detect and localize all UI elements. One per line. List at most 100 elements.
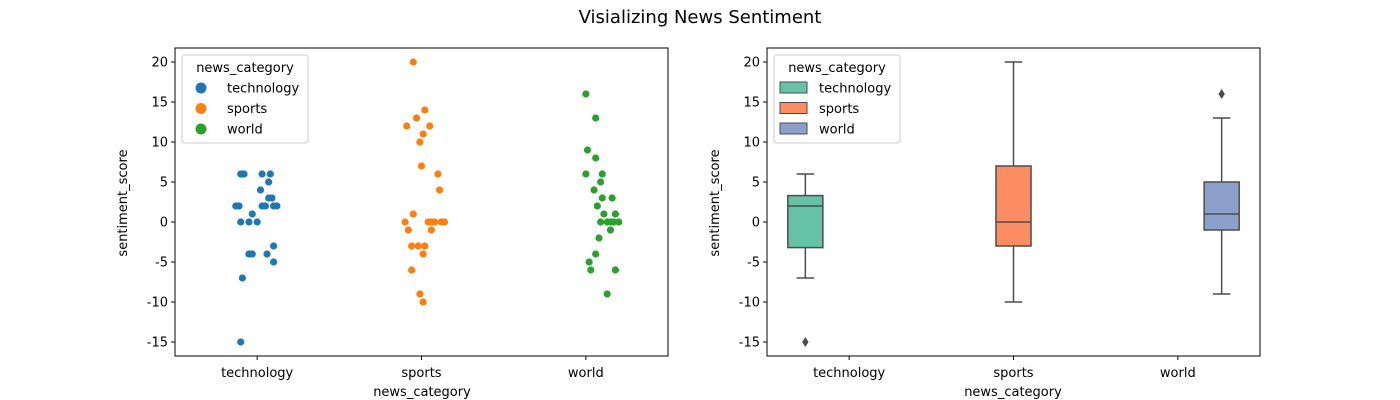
y-tick-label: 20 <box>743 56 760 71</box>
strip-point-technology <box>237 218 245 226</box>
box-ylabel: sentiment_score <box>708 149 723 256</box>
strip-point-world <box>592 250 600 258</box>
strip-point-world <box>592 154 600 162</box>
strip-point-world <box>598 194 606 202</box>
legend-label: sports <box>819 102 859 117</box>
legend-title: news_category <box>788 61 886 76</box>
strip-point-sports <box>412 114 421 122</box>
strip-point-sports <box>419 298 427 306</box>
strip-point-sports <box>427 226 435 234</box>
strip-point-world <box>598 170 606 178</box>
legend-label: world <box>227 123 263 138</box>
x-tick-label: world <box>1160 366 1196 381</box>
strip-point-world <box>597 218 605 226</box>
strip-point-world <box>611 266 620 274</box>
legend-box <box>773 54 901 144</box>
legend-marker <box>195 123 207 135</box>
figure-title: Visializing News Sentiment <box>579 7 822 28</box>
strip-point-world <box>593 202 601 210</box>
strip-xlabel: news_category <box>373 385 471 400</box>
legend-swatch <box>779 81 808 94</box>
strip-point-sports <box>426 122 434 130</box>
legend-marker <box>195 103 207 114</box>
legend-label: technology <box>819 82 891 97</box>
strip-point-sports <box>414 242 422 250</box>
strip-point-sports <box>409 210 417 218</box>
outlier-world <box>1218 89 1225 99</box>
strip-point-technology <box>253 218 261 226</box>
y-tick-label: 0 <box>160 216 168 231</box>
strip-point-world <box>590 186 598 194</box>
strip-point-technology <box>265 178 273 186</box>
legend-label: technology <box>227 82 299 97</box>
strip-point-technology <box>238 170 246 178</box>
strip-point-world <box>585 258 593 266</box>
x-tick-label: world <box>568 366 604 381</box>
strip-point-technology <box>268 194 276 202</box>
strip-point-technology <box>238 274 246 282</box>
axes-frame <box>766 47 1261 357</box>
strip-point-technology <box>258 170 266 178</box>
strip-point-world <box>587 266 595 274</box>
y-tick-label: -15 <box>147 336 168 351</box>
legend-box <box>181 54 309 144</box>
legend-swatch <box>779 102 808 114</box>
outlier-technology <box>802 337 809 347</box>
strip-point-technology <box>270 258 278 266</box>
strip-point-sports <box>421 106 429 114</box>
axes-frame <box>174 47 669 357</box>
y-tick-label: 0 <box>752 216 760 231</box>
strip-point-world <box>595 234 603 242</box>
x-tick-label: sports <box>993 366 1033 381</box>
strip-point-sports <box>421 242 429 250</box>
legend-marker <box>195 82 207 94</box>
legend-title: news_category <box>196 61 294 76</box>
y-tick-label: 5 <box>752 176 760 191</box>
strip-point-technology <box>235 202 243 210</box>
strip-point-sports <box>408 242 416 250</box>
strip-point-world <box>582 170 590 178</box>
strip-point-sports <box>431 218 439 226</box>
strip-point-sports <box>409 58 417 66</box>
strip-point-sports <box>440 218 449 226</box>
strip-point-sports <box>404 226 412 234</box>
strip-point-world <box>611 210 620 218</box>
strip-point-world <box>608 194 616 202</box>
x-tick-label: technology <box>813 366 885 381</box>
y-tick-label: -10 <box>739 296 760 311</box>
y-tick-label: -5 <box>747 256 760 271</box>
strip-plot: -15 -10 -5 0 5 10 15 20 technology sports world new… <box>147 47 669 381</box>
y-tick-label: 15 <box>743 96 760 111</box>
box-sports <box>995 165 1032 247</box>
strip-point-technology <box>270 242 278 250</box>
box-technology <box>787 194 824 249</box>
box-plot: -15 -10 -5 0 5 10 15 20 technology sports world new… <box>739 47 1261 381</box>
strip-point-technology <box>248 210 256 218</box>
strip-point-technology <box>263 250 271 258</box>
strip-point-world <box>583 146 592 154</box>
legend-label: world <box>819 123 855 138</box>
box-world <box>1203 181 1240 231</box>
strip-point-technology <box>256 186 265 194</box>
strip-point-technology <box>261 202 269 210</box>
strip-point-sports <box>434 170 442 178</box>
strip-point-world <box>610 218 618 226</box>
y-tick-label: -10 <box>147 296 168 311</box>
strip-point-sports <box>435 186 444 194</box>
strip-point-sports <box>419 250 427 258</box>
strip-point-sports <box>408 266 416 274</box>
strip-point-technology <box>237 338 245 346</box>
legend-label: sports <box>227 102 267 117</box>
strip-point-sports <box>403 122 411 130</box>
strip-point-technology <box>273 202 281 210</box>
strip-point-sports <box>419 130 427 138</box>
y-tick-label: 15 <box>151 96 168 111</box>
y-tick-label: -15 <box>739 336 760 351</box>
legend-swatch <box>779 122 808 135</box>
y-tick-label: 10 <box>151 136 168 151</box>
strip-ylabel: sentiment_score <box>116 149 131 256</box>
box-xlabel: news_category <box>964 385 1062 400</box>
strip-point-technology <box>266 170 274 178</box>
strip-point-sports <box>416 290 424 298</box>
